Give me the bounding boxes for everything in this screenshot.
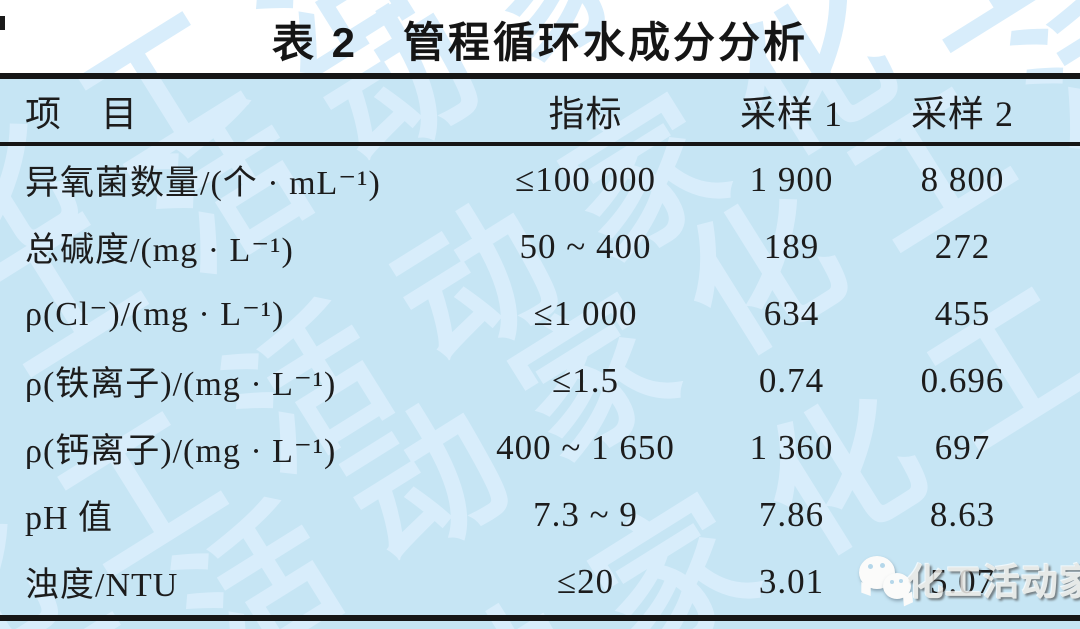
table-row: 浊度/NTU ≤20 3.01 5.07 [0, 548, 1080, 615]
data-table: 项 目 指标 采样 1 采样 2 异氧菌数量/(个 · mL⁻¹) ≤100 0… [0, 73, 1080, 629]
item-cell: 浊度/NTU [25, 567, 179, 604]
item-cell: ρ(铁离子)/(mg · L⁻¹) [25, 366, 337, 403]
sample2-cell: 8.63 [929, 494, 996, 534]
sample2-cell: 455 [934, 293, 991, 333]
spec-cell: ≤1.5 [552, 360, 619, 400]
sample1-cell: 3.01 [758, 561, 825, 601]
spec-cell: 400 ~ 1 650 [496, 427, 675, 467]
sample1-cell: 0.74 [758, 360, 825, 400]
scan-artifact-mark [0, 16, 5, 30]
header-item: 项 目 [25, 93, 140, 134]
sample1-cell: 634 [763, 293, 820, 333]
table-row: 总碱度/(mg · L⁻¹) 50 ~ 400 189 272 [0, 213, 1080, 280]
item-cell: 总碱度/(mg · L⁻¹) [25, 232, 294, 269]
header-spec: 指标 [548, 93, 623, 134]
table-row: ρ(Cl⁻)/(mg · L⁻¹) ≤1 000 634 455 [0, 280, 1080, 347]
table-row: 异氧菌数量/(个 · mL⁻¹) ≤100 000 1 900 8 800 [0, 146, 1080, 213]
sample1-cell: 1 360 [749, 427, 834, 467]
sample2-cell: 272 [934, 226, 991, 266]
item-cell: 异氧菌数量/(个 · mL⁻¹) [25, 165, 381, 202]
table-top-border [0, 73, 1080, 79]
item-cell: ρ(钙离子)/(mg · L⁻¹) [25, 433, 337, 470]
page-title: 表 2 管程循环水成分分析 [271, 19, 809, 66]
spec-cell: ≤100 000 [515, 159, 656, 199]
sample2-cell: 697 [934, 427, 991, 467]
sample2-cell: 8 800 [920, 159, 1005, 199]
table-row: ρ(铁离子)/(mg · L⁻¹) ≤1.5 0.74 0.696 [0, 347, 1080, 414]
header-sample1: 采样 1 [739, 93, 843, 134]
sample1-cell: 189 [763, 226, 820, 266]
sample1-cell: 7.86 [758, 494, 825, 534]
spec-cell: ≤1 000 [533, 293, 638, 333]
sample2-cell: 0.696 [920, 360, 1005, 400]
spec-cell: 50 ~ 400 [519, 226, 652, 266]
sample1-cell: 1 900 [749, 159, 834, 199]
table-row: pH 值 7.3 ~ 9 7.86 8.63 [0, 481, 1080, 548]
spec-cell: 7.3 ~ 9 [533, 494, 638, 534]
table-row: ρ(钙离子)/(mg · L⁻¹) 400 ~ 1 650 1 360 697 [0, 414, 1080, 481]
table-bottom-border [0, 615, 1080, 621]
sample2-cell: 5.07 [929, 561, 996, 601]
item-cell: ρ(Cl⁻)/(mg · L⁻¹) [25, 295, 285, 333]
spec-cell: ≤20 [556, 561, 615, 601]
header-sample2: 采样 2 [910, 93, 1014, 134]
table-caption: 表 2 管程循环水成分分析 [0, 0, 1080, 73]
item-cell: pH 值 [25, 500, 114, 537]
header-row: 项 目 指标 采样 1 采样 2 [0, 79, 1080, 146]
